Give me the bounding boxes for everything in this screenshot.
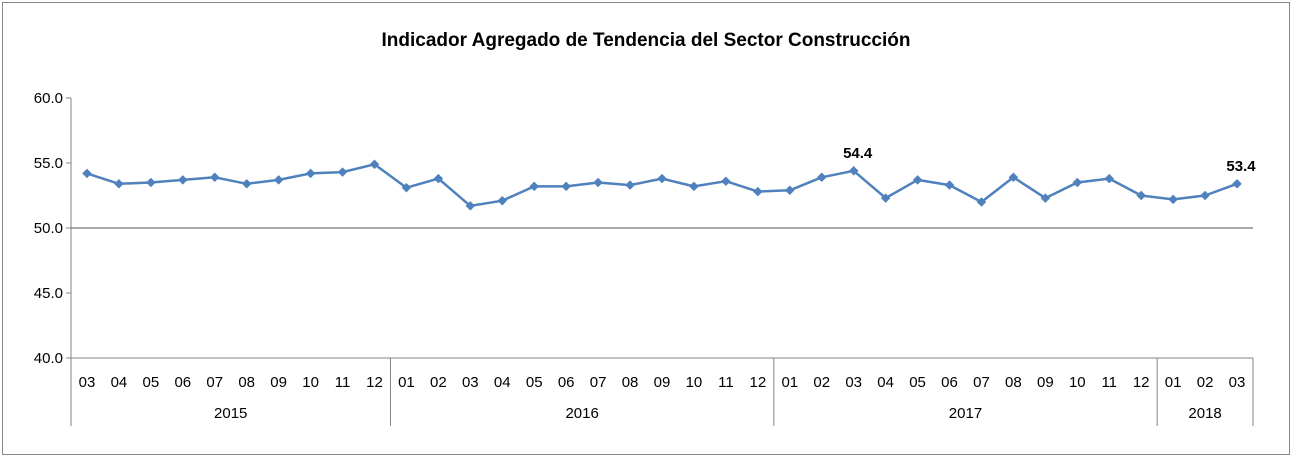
x-tick-label: 06: [941, 374, 958, 391]
x-year-label: 2016: [565, 405, 598, 422]
data-point: [1168, 194, 1178, 205]
x-year-label: 2018: [1188, 405, 1221, 422]
x-tick-label: 07: [973, 374, 990, 391]
x-tick-label: 02: [1197, 374, 1214, 391]
data-point: [1232, 178, 1242, 189]
data-point: [337, 167, 348, 177]
data-point: [401, 182, 412, 193]
x-tick-label: 02: [813, 374, 830, 391]
x-tick-label: 07: [206, 374, 223, 391]
x-tick-label: 02: [430, 374, 447, 391]
x-tick-label: 05: [909, 374, 926, 391]
x-tick-label: 03: [1229, 374, 1246, 391]
y-axis: 60.0 55.0 50.0 45.0 40.0: [34, 90, 1253, 367]
data-point: [1136, 190, 1147, 201]
data-point: [241, 178, 252, 189]
x-tick-label: 05: [526, 374, 543, 391]
x-tick-label: 12: [366, 374, 383, 391]
data-point: [880, 193, 891, 203]
x-tick-label: 01: [1165, 374, 1182, 391]
x-tick-label: 03: [462, 374, 479, 391]
chart-title: Indicador Agregado de Tendencia del Sect…: [382, 30, 911, 51]
data-point: [114, 178, 124, 189]
x-axis: 03 04 05 06 07 08 09 10 11 12 01 02 03 04 05 06 07 08 09 10…: [70, 357, 1254, 426]
data-point: [912, 175, 923, 185]
data-point: [593, 177, 603, 188]
x-tick-label: 11: [718, 374, 734, 391]
series-group: 54.4 53.4: [82, 145, 1256, 211]
x-tick-label: 03: [79, 374, 96, 391]
x-tick-label: 10: [302, 374, 319, 391]
x-tick-label: 11: [335, 374, 351, 391]
x-tick-label: 11: [1101, 374, 1117, 391]
data-point: [305, 168, 316, 179]
data-point: [657, 173, 667, 184]
data-point: [689, 181, 699, 192]
data-point: [465, 201, 476, 211]
data-label: 53.4: [1226, 158, 1256, 175]
data-label: 54.4: [843, 145, 873, 162]
data-point: [369, 159, 380, 170]
x-tick-label: 09: [1037, 374, 1054, 391]
data-point: [273, 175, 284, 185]
data-point: [848, 165, 859, 176]
data-point: [1072, 177, 1083, 188]
x-tick-label: 10: [686, 374, 703, 391]
x-tick-label: 12: [1133, 374, 1150, 391]
data-point: [497, 195, 508, 206]
x-year-label: 2015: [214, 405, 247, 422]
x-tick-label: 06: [558, 374, 575, 391]
x-tick-label: 05: [143, 374, 160, 391]
data-point: [1040, 193, 1051, 203]
data-point: [721, 176, 731, 187]
x-tick-label: 04: [877, 374, 894, 391]
data-point: [82, 168, 92, 179]
x-tick-label: 07: [590, 374, 607, 391]
data-point: [784, 185, 795, 196]
y-tick-label: 50.0: [34, 220, 63, 237]
x-tick-label: 04: [494, 374, 511, 391]
data-point: [944, 180, 955, 190]
x-tick-label: 09: [654, 374, 671, 391]
data-point: [1008, 172, 1019, 183]
x-tick-label: 01: [398, 374, 415, 391]
x-tick-label: 10: [1069, 374, 1086, 391]
data-point: [1200, 190, 1210, 201]
y-tick-label: 45.0: [34, 285, 63, 302]
data-point: [1104, 173, 1115, 184]
data-point: [976, 197, 987, 207]
data-point: [209, 172, 220, 183]
y-tick-label: 55.0: [34, 155, 63, 172]
data-point: [433, 173, 444, 184]
x-tick-label: 03: [845, 374, 862, 391]
x-tick-label: 08: [622, 374, 639, 391]
series-line: [86, 163, 1238, 208]
data-point: [561, 181, 572, 192]
x-tick-label: 12: [749, 374, 766, 391]
x-tick-label: 01: [781, 374, 798, 391]
data-point: [752, 186, 763, 197]
x-tick-label: 04: [111, 374, 128, 391]
data-point: [625, 180, 635, 190]
x-tick-label: 09: [270, 374, 287, 391]
data-point: [529, 181, 540, 192]
y-tick-label: 60.0: [34, 90, 63, 107]
x-tick-label: 06: [174, 374, 191, 391]
x-tick-label: 08: [1005, 374, 1022, 391]
x-year-label: 2017: [949, 405, 982, 422]
data-point: [177, 175, 188, 185]
x-tick-label: 08: [238, 374, 255, 391]
data-point: [816, 172, 827, 183]
y-tick-label: 40.0: [34, 350, 63, 367]
data-point: [146, 177, 156, 188]
